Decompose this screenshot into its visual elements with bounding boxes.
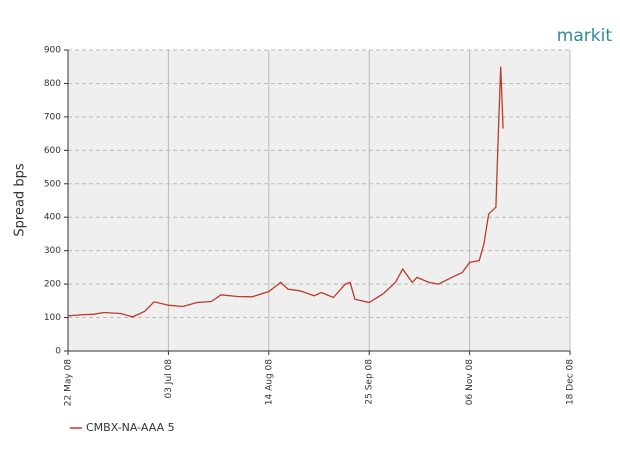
y-tick-label: 400 [44, 213, 61, 223]
plot-area [68, 50, 570, 351]
line-series [67, 66, 504, 318]
x-tick-label: 06 Nov 08 [465, 359, 475, 405]
y-tick-label: 800 [44, 79, 61, 89]
x-tick-label: 22 May 08 [64, 359, 74, 407]
brand-logo: markit [557, 26, 613, 46]
x-tick-label: 25 Sep 08 [365, 359, 375, 405]
y-tick-label: 200 [44, 280, 61, 290]
y-axis-label: Spread bps [13, 163, 28, 236]
y-tick-label: 700 [44, 112, 61, 122]
y-tick-label: 500 [44, 179, 61, 189]
y-tick-label: 100 [44, 313, 61, 323]
y-tick-label: 300 [44, 246, 61, 256]
x-tick-label: 14 Aug 08 [264, 359, 274, 405]
legend-label: CMBX-NA-AAA 5 [86, 421, 175, 434]
x-tick-label: 03 Jul 08 [164, 359, 174, 399]
y-tick-label: 600 [44, 146, 61, 156]
y-tick-label: 0 [55, 347, 61, 357]
x-tick-label: 18 Dec 08 [566, 359, 576, 405]
y-tick-label: 900 [44, 46, 61, 56]
